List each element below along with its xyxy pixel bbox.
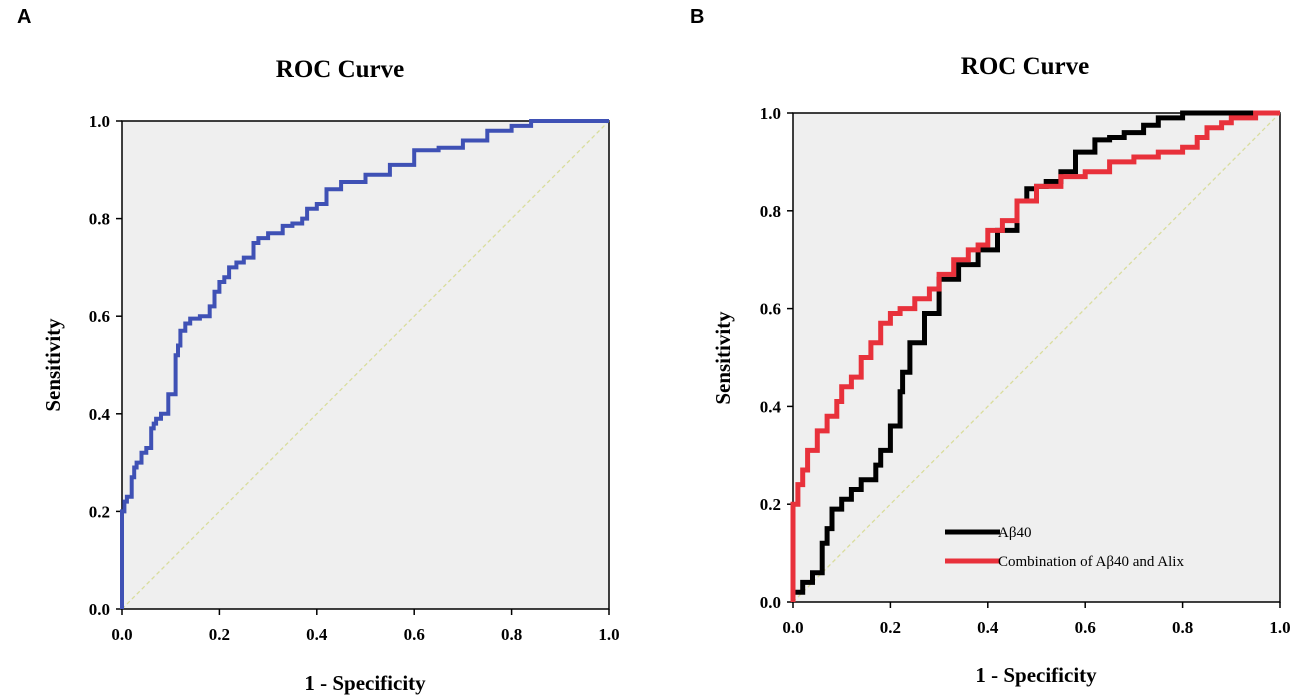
x-tick-label: 0.2 (209, 625, 230, 644)
y-tick-label: 1.0 (760, 104, 781, 123)
y-axis-label: Sensitivity (711, 311, 735, 405)
chart-title: ROC Curve (276, 56, 404, 83)
y-tick-label: 0.6 (760, 300, 781, 319)
y-tick-label: 1.0 (89, 112, 110, 131)
x-tick-label: 1.0 (598, 625, 619, 644)
reference-line (792, 112, 1281, 603)
x-tick-label: 0.8 (1172, 618, 1193, 637)
x-tick-label: 0.6 (404, 625, 425, 644)
roc-chart-a: ROC Curve 0.0 0.2 0.4 0.6 0.8 1.0 0.0 0.2 0.4 0.6 0… (41, 56, 620, 695)
x-tick-label: 1.0 (1269, 618, 1290, 637)
y-tick-label: 0.0 (89, 600, 110, 619)
y-tick-label: 0.6 (89, 307, 110, 326)
y-tick-label: 0.0 (760, 593, 781, 612)
x-tick-label: 0.0 (782, 618, 803, 637)
x-tick-label: 0.8 (501, 625, 522, 644)
panel-letter-b: B (690, 6, 705, 28)
x-axis-label: 1 - Specificity (975, 663, 1097, 687)
legend-label-1: Aβ40 (998, 525, 1031, 541)
roc-chart-b: ROC Curve 0.0 0.2 0.4 0.6 0.8 1.0 0.0 0.2 0.4 0.6 0… (711, 53, 1291, 687)
x-tick-label: 0.6 (1075, 618, 1096, 637)
x-tick-label: 0.0 (111, 625, 132, 644)
panel-letter-a: A (17, 6, 32, 28)
reference-line (121, 120, 610, 610)
y-tick-label: 0.4 (760, 397, 782, 416)
legend-label-2: Combination of Aβ40 and Alix (998, 554, 1184, 570)
y-tick-label: 0.4 (89, 405, 111, 424)
y-tick-label: 0.8 (89, 210, 110, 229)
chart-title: ROC Curve (961, 53, 1089, 80)
x-tick-label: 0.4 (977, 618, 999, 637)
roc-series-line-2 (790, 110, 1280, 602)
x-axis-label: 1 - Specificity (304, 671, 426, 695)
y-tick-label: 0.2 (760, 495, 781, 514)
y-tick-label: 0.8 (760, 202, 781, 221)
x-tick-label: 0.4 (306, 625, 328, 644)
y-axis-label: Sensitivity (41, 318, 65, 412)
roc-series-line-1 (120, 119, 609, 609)
x-tick-label: 0.2 (880, 618, 901, 637)
y-tick-label: 0.2 (89, 502, 110, 521)
